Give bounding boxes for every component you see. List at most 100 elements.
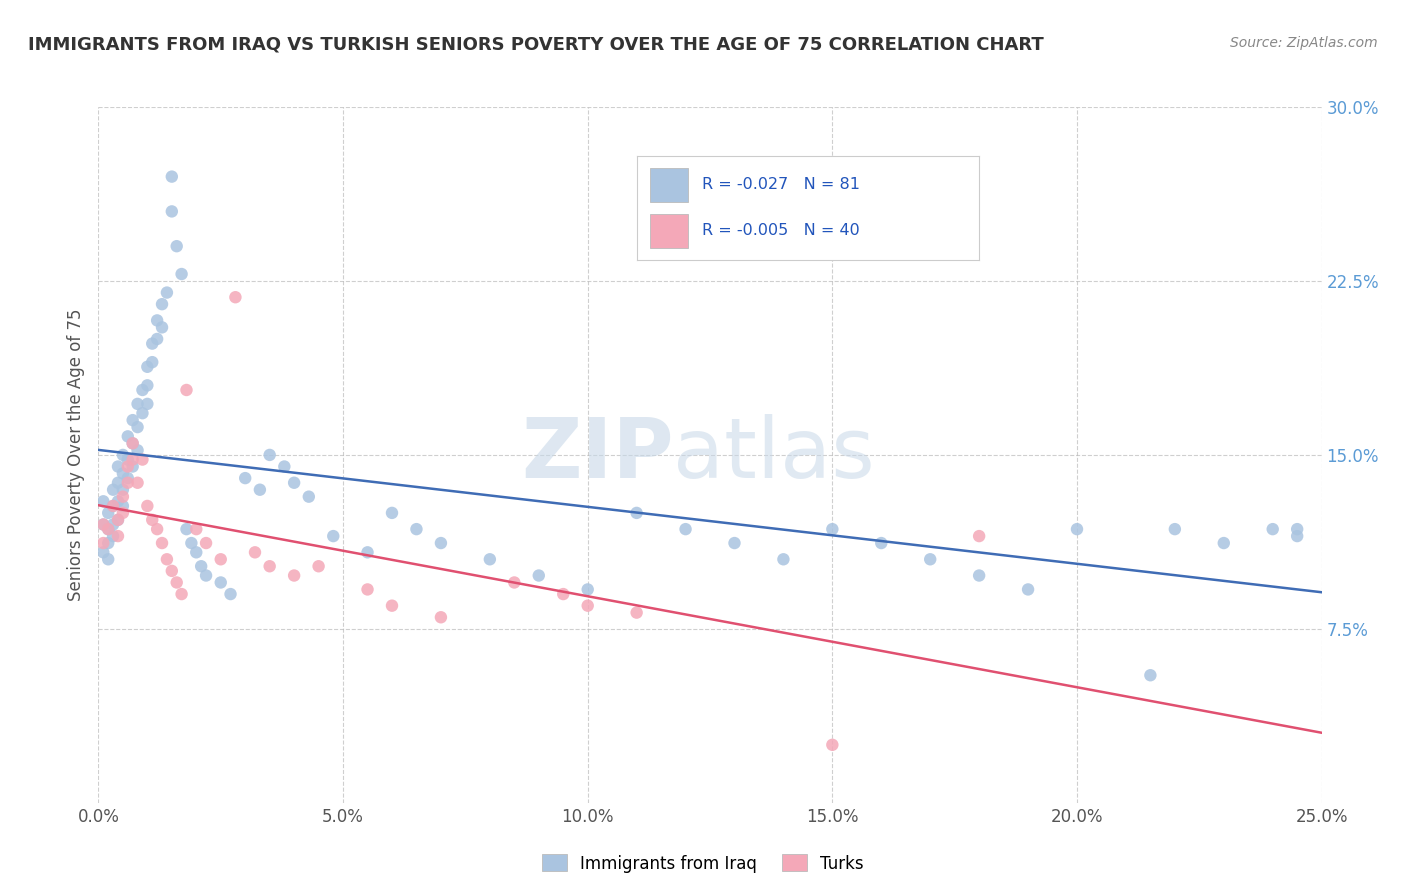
Point — [478, 552, 501, 566]
Point — [121, 436, 143, 450]
Point — [150, 297, 173, 311]
Point — [156, 552, 179, 566]
Point — [219, 587, 242, 601]
Point — [176, 522, 198, 536]
Point — [107, 513, 129, 527]
Point — [146, 313, 169, 327]
Point — [131, 452, 153, 467]
Point — [97, 552, 120, 566]
Point — [553, 587, 575, 601]
Point — [166, 575, 188, 590]
Point — [121, 459, 143, 474]
Point — [723, 536, 745, 550]
Point — [136, 499, 159, 513]
Point — [107, 475, 129, 490]
Point — [101, 517, 124, 532]
Point — [101, 499, 124, 513]
Point — [136, 359, 159, 374]
Point — [870, 536, 893, 550]
Point — [127, 443, 149, 458]
Point — [821, 738, 844, 752]
Point — [127, 397, 149, 411]
Point — [273, 459, 295, 474]
Point — [160, 564, 183, 578]
Point — [111, 506, 134, 520]
Point — [675, 522, 697, 536]
Point — [1139, 668, 1161, 682]
Point — [430, 536, 453, 550]
Point — [107, 529, 129, 543]
Text: Source: ZipAtlas.com: Source: ZipAtlas.com — [1230, 36, 1378, 50]
Point — [91, 517, 114, 532]
Point — [170, 587, 193, 601]
Point — [259, 559, 281, 574]
Point — [259, 448, 281, 462]
Point — [626, 506, 648, 520]
Point — [283, 568, 305, 582]
Point — [141, 336, 163, 351]
Point — [381, 599, 404, 613]
Point — [107, 459, 129, 474]
Point — [381, 506, 404, 520]
Point — [136, 397, 159, 411]
Point — [146, 332, 169, 346]
Point — [166, 239, 188, 253]
Point — [117, 459, 139, 474]
Point — [170, 267, 193, 281]
FancyBboxPatch shape — [651, 214, 688, 248]
Point — [1164, 522, 1187, 536]
Point — [160, 169, 183, 184]
Point — [150, 536, 173, 550]
Point — [156, 285, 179, 300]
Point — [405, 522, 427, 536]
Point — [97, 522, 120, 536]
Point — [1066, 522, 1088, 536]
Point — [111, 483, 134, 497]
Point — [127, 475, 149, 490]
Point — [136, 378, 159, 392]
Legend: Immigrants from Iraq, Turks: Immigrants from Iraq, Turks — [536, 847, 870, 880]
Point — [1261, 522, 1284, 536]
Point — [121, 413, 143, 427]
Point — [967, 529, 990, 543]
Point — [283, 475, 305, 490]
Point — [97, 536, 120, 550]
Point — [176, 383, 198, 397]
Point — [117, 471, 139, 485]
Point — [576, 582, 599, 597]
Point — [233, 471, 256, 485]
Point — [101, 499, 124, 513]
Point — [117, 452, 139, 467]
Point — [1017, 582, 1039, 597]
Point — [772, 552, 794, 566]
Point — [141, 513, 163, 527]
Point — [131, 406, 153, 420]
Point — [195, 568, 218, 582]
Point — [146, 522, 169, 536]
Point — [111, 467, 134, 481]
Text: ZIP: ZIP — [520, 415, 673, 495]
Point — [209, 552, 232, 566]
Text: IMMIGRANTS FROM IRAQ VS TURKISH SENIORS POVERTY OVER THE AGE OF 75 CORRELATION C: IMMIGRANTS FROM IRAQ VS TURKISH SENIORS … — [28, 36, 1043, 54]
Point — [117, 429, 139, 443]
Point — [249, 483, 271, 497]
Point — [626, 606, 648, 620]
Point — [356, 582, 378, 597]
Point — [97, 522, 120, 536]
Point — [150, 320, 173, 334]
Point — [91, 536, 114, 550]
Point — [180, 536, 202, 550]
Point — [121, 436, 143, 450]
Point — [97, 506, 120, 520]
Point — [308, 559, 330, 574]
Point — [322, 529, 344, 543]
Point — [131, 383, 153, 397]
Point — [186, 522, 208, 536]
Point — [821, 522, 844, 536]
Point — [356, 545, 378, 559]
Text: R = -0.027   N = 81: R = -0.027 N = 81 — [702, 178, 859, 193]
Text: atlas: atlas — [673, 415, 875, 495]
Point — [141, 355, 163, 369]
FancyBboxPatch shape — [651, 169, 688, 202]
Point — [160, 204, 183, 219]
